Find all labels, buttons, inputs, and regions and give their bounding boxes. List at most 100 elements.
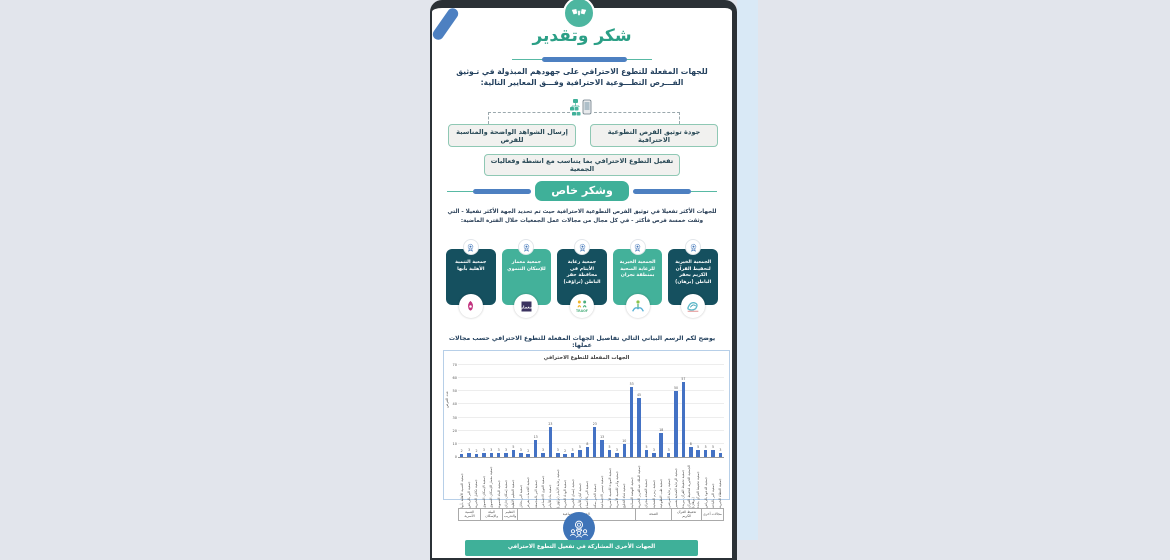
bar — [666, 453, 671, 457]
x-tick-label: جمعية تيسير الاجتماعية — [600, 475, 605, 508]
bar — [482, 453, 486, 457]
bar-value-label: 2 — [460, 449, 463, 454]
bar-column: 5 — [709, 365, 716, 457]
bar — [570, 453, 575, 457]
bar-column: 3 — [488, 365, 495, 457]
plot: 0 10 20 30 40 50 60 70 2 3 2 3 3 3 3 5 3 2 13 3 23 3 2 3 5 8 23 13 5… — [453, 363, 724, 459]
bar-value-label: 50 — [673, 386, 679, 391]
bar — [622, 443, 627, 457]
bar-value-label: 13 — [533, 434, 538, 439]
bar-column: 13 — [598, 365, 605, 457]
viewer-background: شكر وتقدير للجهات المفعلة للتطوع الاحترا… — [430, 0, 737, 560]
gridline — [458, 416, 724, 418]
y-tick-label: 60 — [452, 376, 457, 381]
bar — [511, 450, 516, 457]
cards-row: الجمعية الخيرية لتحفيظ القرآن الكريم بحف… — [446, 239, 718, 318]
card-association-name: جمعية رعاية الأيتام في محافظة حفر الباطن… — [563, 260, 601, 285]
x-tick-label: جمعية الدعوة بالرياض — [703, 477, 708, 508]
y-tick-label: 70 — [452, 363, 457, 367]
bar-value-label: 45 — [637, 392, 642, 397]
bar-column: 8 — [584, 365, 591, 457]
gridline — [458, 377, 724, 379]
bar — [526, 454, 530, 457]
people-award-icon — [563, 512, 595, 544]
bar — [578, 450, 582, 457]
bar-column: 23 — [547, 365, 554, 457]
bar-value-label: 3 — [541, 448, 544, 453]
bar-column: 45 — [635, 365, 642, 457]
bar-value-label: 53 — [629, 382, 634, 387]
bar-value-label: 3 — [497, 448, 500, 453]
connector-line — [679, 112, 680, 124]
card-association-name: الجمعية الخيرية لتحفيظ القرآن الكريم بحف… — [675, 260, 712, 285]
bar-column: 5 — [606, 365, 613, 457]
bar — [689, 446, 693, 457]
bar-column: 10 — [621, 365, 628, 457]
x-tick-label: جمعية النهضة النسائية — [629, 477, 634, 508]
bar — [533, 439, 538, 457]
gridline — [458, 442, 724, 444]
connector-line — [488, 112, 489, 124]
group-label: تحفيظ القرآن الكريم — [672, 508, 702, 521]
x-tick-label: جمعية تكافل الخيرية — [474, 479, 479, 508]
x-tick-label: جمعية الرعاية الصحية بعسير — [674, 468, 679, 508]
y-tick-label: 50 — [452, 389, 457, 394]
bar-column: 5 — [695, 365, 702, 457]
bar-value-label: 10 — [622, 438, 627, 443]
x-tick-label: جمعية البر بالمجمعة — [533, 479, 538, 508]
x-tick-label: جمعية البر بالأحساء — [585, 480, 590, 508]
x-tick-label: جمعية رعاية الأيتام (تراؤف) — [555, 469, 560, 508]
x-tick-label: الجمعية الخيرية لتحفيظ القرآن (برهان) — [687, 465, 695, 508]
bar — [659, 433, 663, 457]
x-tick-label: جمعية تحفيظ القرآن ببريدة — [681, 469, 686, 508]
criterion-box-1: جودة توثيق الفرص التطوعية الاحترافية — [590, 124, 718, 147]
header-ribbon-icon — [563, 0, 595, 29]
bar-column: 2 — [458, 365, 465, 457]
bar — [467, 453, 471, 457]
bar — [629, 387, 634, 457]
bar-value-label: 18 — [659, 428, 664, 433]
award-card: الجمعية الخيرية لتحفيظ القرآن الكريم بحف… — [668, 239, 718, 318]
card-association-name: جمعية معمار للإسكان التنموي — [507, 260, 546, 272]
bar — [541, 453, 545, 457]
x-axis-labels: جمعية التنمية الأهلية بأبها جمعية البر با… — [458, 458, 724, 508]
bar — [585, 446, 590, 457]
page-title: شكر وتقدير — [532, 26, 632, 46]
card-association-name: جمعية التنمية الأهلية بأبها — [455, 260, 487, 272]
gridline — [458, 390, 724, 392]
bar-column: 23 — [591, 365, 598, 457]
bar — [718, 453, 723, 457]
x-tick-label: جمعية زمزم الصحية — [651, 479, 656, 508]
footer-banner: الجهات الأخرى المشاركة في تفعيل التطوع ا… — [465, 540, 698, 556]
criterion-box-2: إرسال الشواهد الواضحة والمناسبة للفرص — [448, 124, 576, 147]
svg-text:TRAOF: TRAOF — [576, 309, 588, 313]
x-tick-label: جمعية معمار للإسكان التنموي — [489, 466, 494, 508]
group-label: التعليم والتدريب — [503, 508, 518, 521]
bar — [496, 453, 501, 457]
bar-value-label: 8 — [586, 441, 589, 446]
bar — [474, 454, 479, 457]
bar — [592, 426, 597, 457]
svg-text:معمار: معمار — [519, 305, 532, 310]
award-card: جمعية رعاية الأيتام في محافظة حفر الباطن… — [557, 239, 607, 318]
x-tick-label: جمعية الخدمات بعرعر — [526, 476, 531, 508]
bar-value-label: 2 — [564, 449, 567, 454]
burhan-logo — [681, 294, 706, 318]
infographic-page: شكر وتقدير للجهات المفعلة للتطوع الاحترا… — [432, 8, 732, 558]
bar-column: 3 — [650, 365, 657, 457]
special-thanks-divider: وشكر خاص — [432, 180, 732, 202]
x-tick-label: جمعية كيان للأيتام — [577, 482, 582, 508]
bar — [556, 453, 560, 457]
connector-line — [594, 112, 680, 113]
bar-value-label: 5 — [512, 445, 515, 450]
health-logo — [625, 294, 650, 318]
bar-value-label: 3 — [482, 448, 485, 453]
bar-column: 2 — [525, 365, 532, 457]
medal-icon — [685, 239, 702, 255]
bar-value-label: 2 — [527, 449, 530, 454]
group-label: البيئة والإسكان — [481, 508, 504, 521]
chart-title: الجهات المفعلة للتطوع الاحترافي — [543, 355, 630, 361]
x-tick-label: جمعية تحفيظ القرآن بجدة — [696, 471, 701, 508]
gridline — [458, 429, 724, 431]
bar-column: 3 — [517, 365, 524, 457]
